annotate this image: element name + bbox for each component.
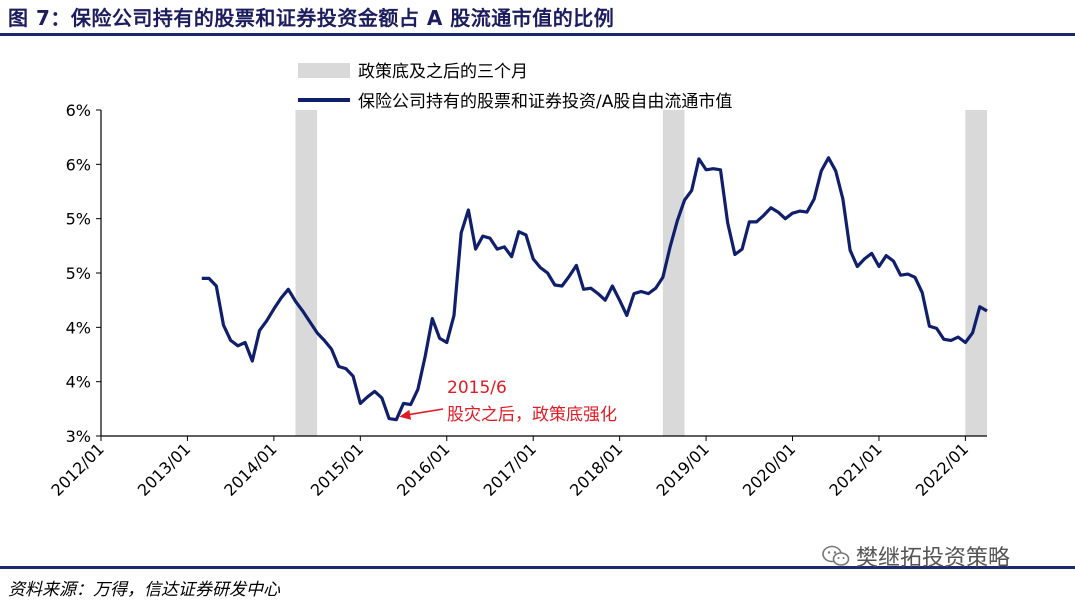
- x-tick-label: 2018/01: [566, 439, 626, 499]
- x-axis-ticks: 2012/01 2013/01 2014/01 2015/01 2016/01 2017/…: [47, 436, 972, 500]
- y-axis-ticks: 3% 4% 4% 5% 5% 6% 6%: [66, 101, 101, 446]
- legend-shade-label: 政策底及之后的三个月: [358, 62, 528, 82]
- y-tick-label: 6%: [66, 101, 91, 120]
- legend-shade-swatch: [298, 63, 350, 78]
- x-tick-label: 2017/01: [480, 439, 540, 499]
- chart: 3% 4% 4% 5% 5% 6% 6% 2012/01 2013/01 2014/01 2015…: [47, 62, 988, 500]
- x-tick-label: 2015/01: [307, 439, 367, 499]
- x-tick-label: 2014/01: [220, 439, 280, 499]
- x-tick-label: 2021/01: [825, 439, 885, 499]
- watermark-text: 樊继拓投资策略: [856, 546, 1011, 571]
- wechat-icon: [822, 545, 850, 566]
- watermark: 樊继拓投资策略: [822, 540, 1010, 572]
- annotation-text: 股灾之后，政策底强化: [447, 405, 617, 425]
- footer-rule: [0, 566, 1075, 569]
- shaded-period-1: [295, 110, 318, 436]
- y-tick-label: 4%: [66, 373, 91, 392]
- y-tick-label: 3%: [66, 427, 91, 446]
- x-tick-label: 2019/01: [652, 439, 712, 499]
- x-tick-label: 2020/01: [739, 439, 799, 499]
- shaded-period-2: [662, 110, 685, 436]
- shaded-periods: [295, 110, 987, 436]
- annotation-date: 2015/6: [447, 378, 507, 398]
- shaded-period-3: [965, 110, 987, 436]
- y-tick-label: 5%: [66, 210, 91, 229]
- title-rule: [0, 33, 1075, 36]
- annotation-arrow-shaft: [408, 408, 444, 416]
- x-tick-label: 2022/01: [912, 439, 972, 499]
- x-tick-label: 2016/01: [393, 439, 453, 499]
- figure-title: 图 7：保险公司持有的股票和证券投资金额占 A 股流通市值的比例: [8, 6, 615, 30]
- y-tick-label: 5%: [66, 264, 91, 283]
- x-tick-label: 2013/01: [134, 439, 194, 499]
- x-tick-label: 2012/01: [47, 439, 107, 499]
- legend-line-label: 保险公司持有的股票和证券投资/A股自由流通市值: [358, 92, 732, 112]
- series-line-1: [201, 156, 988, 422]
- series-group: [201, 156, 988, 422]
- annotation-arrow-head: [399, 409, 412, 420]
- y-tick-label: 4%: [66, 318, 91, 337]
- annotation-arrow: [399, 408, 444, 420]
- y-tick-label: 6%: [66, 155, 91, 174]
- source-note: 资料来源：万得，信达证券研发中心: [8, 580, 280, 600]
